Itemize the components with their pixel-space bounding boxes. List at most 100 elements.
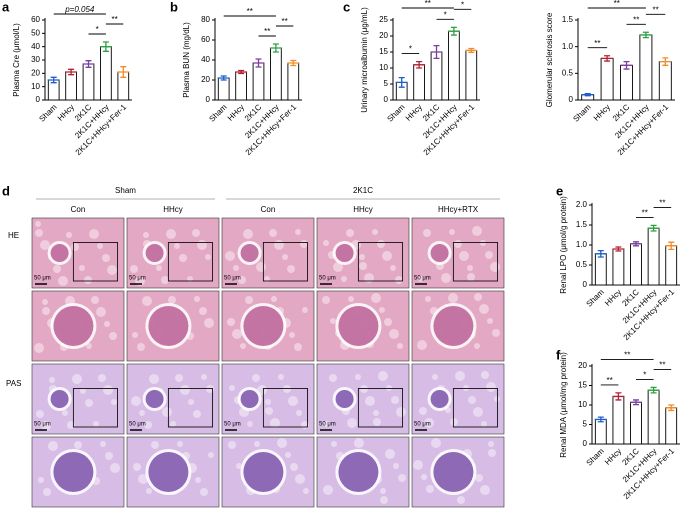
tissue-lumen — [296, 410, 302, 416]
y-tick-label: 0 — [583, 280, 588, 289]
tissue-lumen — [364, 273, 374, 283]
glomerulus — [240, 244, 259, 262]
y-tick-label: 80 — [201, 15, 210, 24]
y-axis-label: Urinary microalbumin (μg/mL) — [360, 7, 369, 113]
tissue-lumen — [346, 229, 354, 237]
tissue-lumen — [295, 474, 305, 484]
column-label: Con — [261, 205, 276, 214]
significance-label: * — [461, 0, 464, 9]
tissue-lumen — [247, 421, 253, 427]
tissue-lumen — [285, 452, 291, 458]
scale-label: 50 μm — [414, 422, 431, 428]
tissue-lumen — [86, 343, 92, 349]
tissue-lumen — [265, 407, 273, 415]
y-tick-label: 60 — [31, 15, 40, 24]
significance-label: ** — [614, 0, 620, 8]
tissue-lumen — [398, 474, 406, 482]
tissue-lumen — [240, 343, 246, 349]
tissue-lumen — [271, 296, 277, 302]
significance-label: ** — [659, 361, 665, 370]
y-tick-label: 1.0 — [562, 42, 574, 51]
tissue-lumen — [385, 449, 395, 459]
tissue-lumen — [389, 329, 399, 339]
y-tick-label: 20 — [201, 75, 210, 84]
tissue-lumen — [397, 343, 403, 349]
y-tick-label: 0.5 — [562, 68, 574, 77]
tissue-lumen — [166, 229, 176, 239]
tissue-lumen — [35, 229, 43, 237]
tissue-lumen — [377, 240, 385, 248]
tissue-lumen — [40, 240, 50, 250]
bar — [287, 62, 300, 101]
glomerulus — [53, 452, 94, 492]
tissue-lumen — [42, 307, 50, 315]
error-bar — [117, 66, 130, 78]
tissue-lumen — [193, 410, 201, 418]
tissue-lumen — [290, 463, 298, 471]
x-tick-label: Sham — [571, 102, 592, 123]
tissue-lumen — [432, 374, 438, 380]
glomerulus — [240, 390, 259, 408]
y-tick-label: 0 — [569, 95, 574, 104]
error-bar — [430, 44, 443, 60]
tissue-lumen — [474, 343, 480, 349]
tissue-lumen — [80, 388, 86, 394]
bar — [665, 245, 678, 286]
tissue-lumen — [97, 243, 103, 249]
tissue-lumen — [102, 254, 110, 262]
tissue-lumen — [58, 276, 68, 286]
tissue-lumen — [188, 399, 194, 405]
tissue-lumen — [34, 343, 44, 353]
tissue-lumen — [475, 474, 483, 482]
y-tick-label: 30 — [31, 55, 40, 64]
tissue-lumen — [485, 251, 493, 259]
glomerulus — [430, 390, 449, 408]
zoom-box — [262, 242, 309, 282]
tissue-lumen — [391, 396, 399, 404]
x-tick-label: HHcy — [404, 103, 424, 123]
tissue-lumen — [179, 254, 187, 262]
significance-label: ** — [425, 0, 431, 8]
bar — [252, 62, 265, 101]
tissue-lumen — [455, 371, 465, 381]
x-tick-label: HHcy — [603, 447, 623, 467]
scale-label: 50 μm — [129, 422, 146, 428]
tissue-lumen — [330, 318, 336, 324]
bar — [612, 248, 625, 286]
tissue-lumen — [264, 276, 270, 282]
tissue-lumen — [480, 485, 490, 495]
bar — [82, 63, 95, 101]
tissue-lumen — [300, 240, 308, 248]
tissue-lumen — [187, 276, 193, 282]
error-bar — [659, 57, 672, 66]
tissue-lumen — [36, 410, 44, 418]
tissue-lumen — [419, 407, 427, 415]
tissue-lumen — [170, 421, 176, 427]
x-tick-label: Sham — [585, 287, 606, 308]
scale-label: 50 μm — [224, 276, 241, 282]
tissue-lumen — [459, 251, 469, 261]
tissue-lumen — [156, 265, 162, 271]
tissue-lumen — [492, 329, 500, 337]
tissue-lumen — [449, 229, 455, 235]
bar — [630, 243, 642, 286]
glomerulus — [433, 306, 474, 346]
tissue-lumen — [245, 296, 253, 304]
significance-label: * — [409, 45, 412, 54]
tissue-lumen — [201, 374, 207, 380]
tissue-lumen — [151, 441, 159, 449]
tissue-lumen — [282, 254, 288, 260]
significance-label: ** — [624, 351, 630, 360]
tissue-lumen — [265, 399, 271, 405]
significance-label: ** — [659, 199, 665, 208]
tissue-lumen — [103, 385, 113, 395]
y-tick-label: 60 — [201, 35, 210, 44]
bar — [620, 64, 633, 101]
tissue-lumen — [423, 229, 431, 237]
significance-label: ** — [281, 17, 287, 26]
tissue-lumen — [270, 418, 280, 428]
bar — [100, 46, 112, 101]
glomerulus — [50, 390, 69, 408]
tissue-lumen — [467, 265, 473, 271]
tissue-lumen — [105, 452, 113, 460]
